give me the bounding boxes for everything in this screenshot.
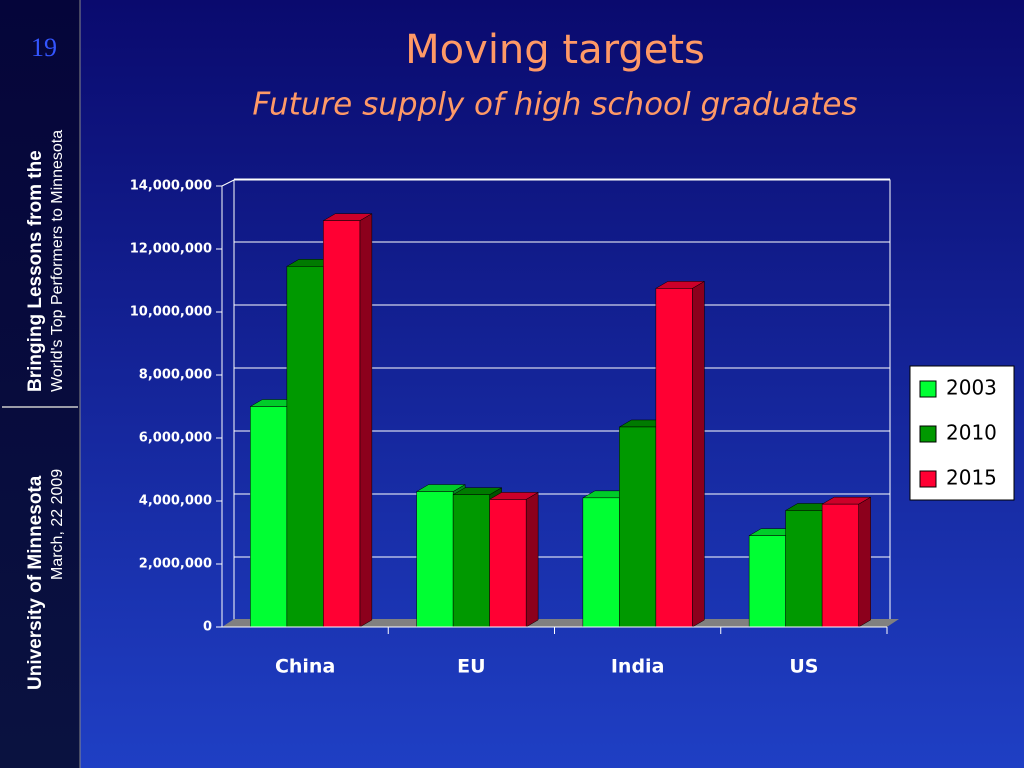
legend-label: 2010 xyxy=(946,421,997,445)
bar xyxy=(821,496,872,628)
bar xyxy=(322,213,373,628)
bar xyxy=(581,490,633,628)
legend-label: 2015 xyxy=(946,466,997,490)
bar-side xyxy=(525,491,539,628)
floor xyxy=(222,619,899,627)
slide-number: 19 xyxy=(31,33,57,62)
x-tick-label: India xyxy=(611,656,665,678)
y-tick-label: 8,000,000 xyxy=(139,368,212,383)
y-tick-label: 6,000,000 xyxy=(139,431,212,446)
sidebar-text: Bringing Lessons from the xyxy=(25,150,46,392)
bar-front xyxy=(250,406,288,628)
legend-swatch xyxy=(919,470,937,488)
bar-front xyxy=(655,288,693,628)
sidebar-text: March, 22 2009 xyxy=(49,469,66,580)
y-axis-edge xyxy=(221,179,235,187)
sidebar-text: University of Minnesota xyxy=(25,475,46,690)
bar-side xyxy=(692,280,705,628)
bar-front xyxy=(323,220,361,628)
legend-swatch xyxy=(919,380,937,398)
bar-front xyxy=(582,497,620,628)
bar-front xyxy=(286,266,324,628)
bar-side xyxy=(858,496,871,628)
y-tick-label: 14,000,000 xyxy=(130,179,212,194)
bar-front xyxy=(619,426,657,628)
legend-label: 2003 xyxy=(946,376,997,400)
y-tick-label: 0 xyxy=(203,620,212,635)
bar-front xyxy=(452,494,490,628)
sidebar xyxy=(0,0,80,768)
legend-swatch xyxy=(919,425,937,443)
chart-subtitle: Future supply of high school graduates xyxy=(252,87,857,123)
y-tick-label: 12,000,000 xyxy=(130,242,212,257)
chart-title: Moving targets xyxy=(405,27,705,73)
x-tick-label: US xyxy=(789,656,818,678)
bar-front xyxy=(785,510,823,628)
y-tick-label: 2,000,000 xyxy=(139,557,212,572)
bar-front xyxy=(748,535,786,628)
bar-front xyxy=(416,491,454,628)
bar-front xyxy=(489,499,527,628)
x-tick-label: China xyxy=(275,656,335,678)
y-tick-label: 10,000,000 xyxy=(130,305,212,320)
sidebar-text: World's Top Performers to Minnesota xyxy=(49,130,66,392)
x-tick-label: EU xyxy=(457,656,485,678)
bar xyxy=(488,491,540,628)
bar-side xyxy=(359,213,373,628)
bar-front xyxy=(821,503,859,628)
bar xyxy=(654,280,706,628)
y-tick-label: 4,000,000 xyxy=(139,494,212,509)
